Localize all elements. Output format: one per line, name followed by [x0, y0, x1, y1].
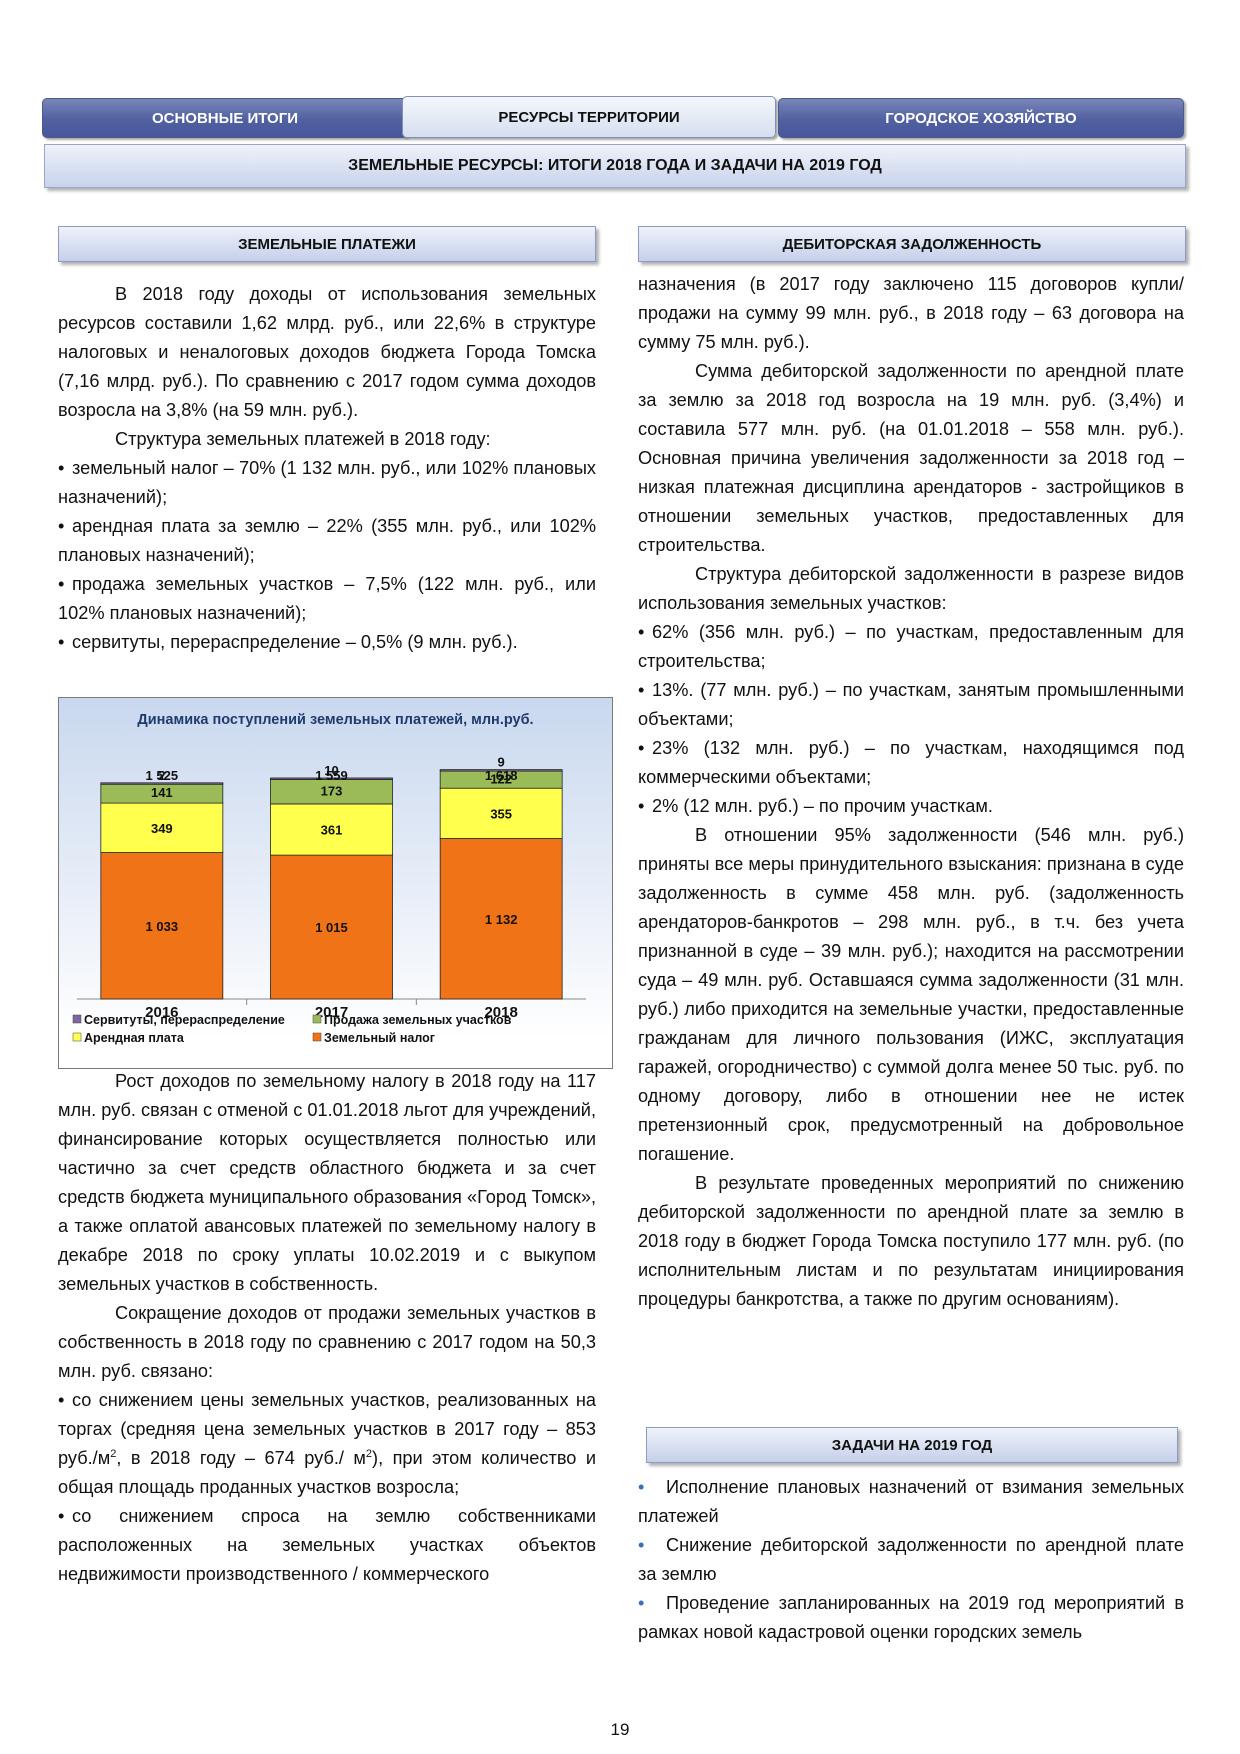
chart-title: Динамика поступлений земельных платежей,… — [137, 712, 534, 728]
paragraph: В отношении 95% задолженности (546 млн. … — [638, 825, 1184, 1164]
legend-label: Земельный налог — [324, 1031, 435, 1045]
paragraph: Структура дебиторской задолженности в ра… — [638, 564, 1184, 613]
list-item: • 23% (132 млн. руб.) – по участкам, нахо… — [638, 738, 1184, 787]
data-label: 173 — [321, 784, 343, 799]
data-label: 361 — [321, 823, 343, 838]
paragraph: назначения (в 2017 году заключено 115 до… — [638, 274, 1184, 352]
bar-segment — [100, 782, 224, 785]
bar-segment — [439, 787, 563, 839]
list-item: • земельный налог – 70% (1 132 млн. руб.,… — [58, 458, 596, 507]
paragraph: Сумма дебиторской задолженности по аренд… — [638, 361, 1184, 555]
bar-segment — [439, 769, 563, 772]
right-column: назначения (в 2017 году заключено 115 до… — [638, 270, 1184, 1314]
data-label: 2 — [158, 768, 165, 783]
total-label: 1 525 — [146, 768, 179, 783]
paragraph: В 2018 году доходы от использования земе… — [58, 284, 596, 420]
list-item: • арендная плата за землю – 22% (355 млн.… — [58, 516, 596, 565]
list-item: • Проведение запланированных на 2019 год … — [638, 1593, 1184, 1642]
x-tick-label: 2018 — [484, 1004, 517, 1021]
chart: Динамика поступлений земельных платежей,… — [58, 697, 613, 1069]
data-label: 1 033 — [146, 919, 179, 934]
x-tick-label: 2017 — [315, 1004, 348, 1021]
data-label: 9 — [498, 755, 505, 770]
section-title-land-payments: ЗЕМЕЛЬНЫЕ ПЛАТЕЖИ — [58, 226, 596, 262]
data-label: 141 — [151, 785, 173, 800]
top-tabs: ОСНОВНЫЕ ИТОГИ РЕСУРСЫ ТЕРРИТОРИИ ГОРОДС… — [42, 96, 1184, 138]
list-item: • со снижением спроса на землю собственни… — [58, 1506, 596, 1584]
chart-canvas: 1 033 349 141 21 525 2016 1 015 361 173 101 559 2… — [72, 755, 586, 1045]
list-item: • Исполнение плановых назначений от взима… — [638, 1477, 1184, 1526]
list-item: • 13%. (77 млн. руб.) – по участкам, заня… — [638, 680, 1184, 729]
list-item: • Снижение дебиторской задолженности по а… — [638, 1535, 1184, 1584]
data-label: 1 132 — [485, 912, 518, 927]
bar-segment — [100, 852, 224, 1000]
legend-label: Арендная плата — [84, 1031, 185, 1045]
list-item: • 62% (356 млн. руб.) – по участкам, пред… — [638, 622, 1184, 671]
data-label: 122 — [490, 772, 512, 787]
data-label: 1 015 — [315, 920, 348, 935]
section-title-receivables: ДЕБИТОРСКАЯ ЗАДОЛЖЕННОСТЬ — [638, 226, 1186, 262]
page-number: 19 — [610, 1720, 630, 1739]
legend-swatch — [72, 1014, 82, 1024]
bar-segment — [270, 854, 393, 1000]
tab-territory-resources[interactable]: РЕСУРСЫ ТЕРРИТОРИИ — [402, 96, 776, 138]
legend-swatch — [312, 1014, 322, 1024]
tab-city-economy[interactable]: ГОРОДСКОЕ ХОЗЯЙСТВО — [778, 98, 1184, 138]
legend-swatch — [312, 1032, 322, 1042]
page-title: ЗЕМЕЛЬНЫЕ РЕСУРСЫ: ИТОГИ 2018 ГОДА И ЗАД… — [44, 144, 1186, 188]
left-column-bottom: Рост доходов по земельному налогу в 2018… — [58, 1067, 596, 1589]
bar-segment — [270, 777, 393, 780]
paragraph: Рост доходов по земельному налогу в 2018… — [58, 1071, 596, 1294]
data-label: 355 — [490, 806, 512, 821]
legend-label: Сервитуты, перераспределение — [84, 1013, 285, 1027]
total-label: 1 559 — [315, 768, 348, 783]
list-item: • со снижением цены земельных участков, р… — [58, 1390, 596, 1497]
paragraph: Структура земельных платежей в 2018 году… — [115, 429, 491, 449]
tab-main-results[interactable]: ОСНОВНЫЕ ИТОГИ — [42, 98, 408, 138]
paragraph: Сокращение доходов от продажи земельных … — [58, 1303, 596, 1381]
left-column-top: В 2018 году доходы от использования земе… — [58, 280, 596, 657]
legend-label: Продажа земельных участков — [324, 1013, 512, 1027]
list-item: • продажа земельных участков – 7,5% (122 … — [58, 574, 596, 623]
paragraph: В результате проведенных мероприятий по … — [638, 1173, 1184, 1309]
bar-segment — [100, 802, 224, 853]
list-item: • сервитуты, перераспределение – 0,5% (9 … — [58, 632, 518, 652]
bar-segment — [439, 838, 563, 1000]
legend-swatch — [72, 1032, 82, 1042]
data-label: 349 — [151, 821, 173, 836]
x-tick-label: 2016 — [145, 1004, 178, 1021]
bar-segment — [270, 803, 393, 856]
list-item: • 2% (12 млн. руб.) – по прочим участкам. — [638, 796, 993, 816]
tasks-list: • Исполнение плановых назначений от взима… — [638, 1473, 1184, 1647]
bar-segment — [270, 779, 393, 805]
section-title-tasks: ЗАДАЧИ НА 2019 ГОД — [646, 1427, 1178, 1463]
total-label: 1 618 — [485, 768, 518, 783]
data-label: 10 — [324, 763, 338, 778]
